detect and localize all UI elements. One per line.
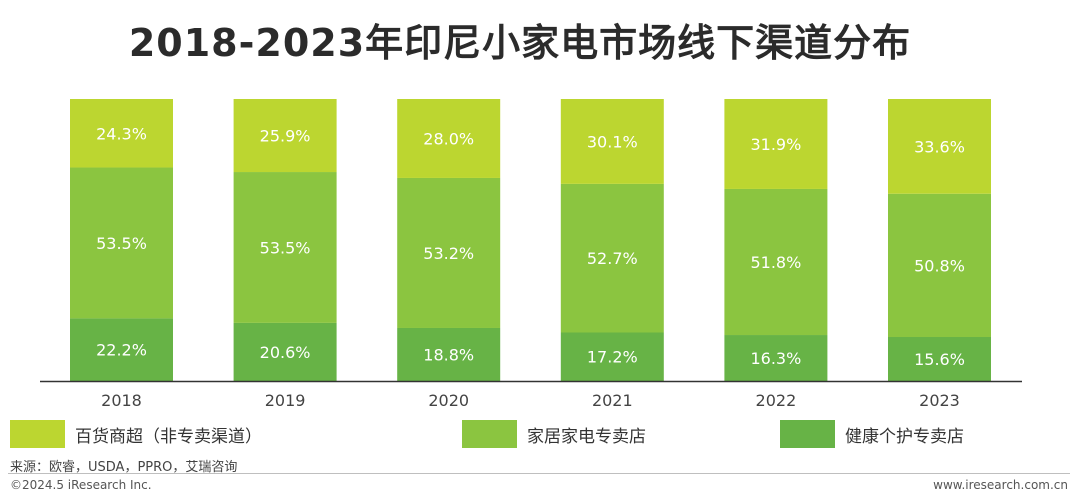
data-label-dept-2021: 30.1% [587, 132, 638, 151]
bar-health-2022 [724, 335, 828, 381]
x-tick-label-2020: 2020 [428, 391, 469, 410]
bar-appliance-2018 [70, 167, 173, 319]
bar-appliance-2021 [560, 183, 664, 333]
legend-swatch-health [780, 420, 835, 448]
footer-divider [8, 473, 1070, 474]
data-label-appliance-2018: 53.5% [96, 234, 147, 253]
bar-dept-2021 [560, 99, 664, 184]
data-label-dept-2018: 24.3% [96, 124, 147, 143]
data-label-health-2021: 17.2% [587, 348, 638, 367]
bar-dept-2022 [724, 99, 828, 189]
data-label-health-2018: 22.2% [96, 341, 147, 360]
x-tick-label-2022: 2022 [756, 391, 797, 410]
copyright-text: ©2024.5 iResearch Inc. [10, 478, 152, 492]
bar-dept-2019 [233, 99, 337, 173]
data-label-appliance-2020: 53.2% [423, 244, 474, 263]
bar-health-2019 [233, 322, 337, 381]
x-tick-label-2019: 2019 [265, 391, 306, 410]
data-label-appliance-2022: 51.8% [750, 253, 801, 272]
stacked-bar-chart: 22.2% 53.5% 24.3% 2018 20.6% 53.5% 25.9% 2019 18… [40, 99, 1022, 410]
x-tick-label-2021: 2021 [592, 391, 633, 410]
bar-health-2018 [70, 318, 173, 381]
legend-label-dept: 百货商超（非专卖渠道） [75, 426, 262, 447]
bar-appliance-2019 [233, 172, 337, 323]
data-label-health-2020: 18.8% [423, 345, 474, 364]
website-text: www.iresearch.com.cn [933, 478, 1068, 492]
legend-item-dept: 百货商超（非专卖渠道） [10, 420, 262, 448]
source-note: 来源：欧睿，USDA，PPRO，艾瑞咨询 [10, 460, 238, 475]
bar-appliance-2022 [724, 188, 828, 336]
data-label-appliance-2021: 52.7% [587, 249, 638, 268]
x-tick-label-2023: 2023 [919, 391, 960, 410]
bar-dept-2023 [888, 99, 991, 194]
legend-label-health: 健康个护专卖店 [845, 426, 964, 447]
data-label-health-2023: 15.6% [914, 350, 965, 369]
data-label-appliance-2023: 50.8% [914, 256, 965, 275]
bar-dept-2020 [397, 99, 501, 178]
bar-health-2021 [560, 332, 664, 381]
data-label-appliance-2019: 53.5% [260, 238, 311, 257]
bar-appliance-2020 [397, 177, 501, 328]
legend-item-health: 健康个护专卖店 [780, 420, 964, 448]
bar-health-2023 [888, 337, 991, 381]
data-label-health-2019: 20.6% [260, 343, 311, 362]
data-label-dept-2019: 25.9% [260, 127, 311, 146]
bar-health-2020 [397, 327, 501, 381]
legend-item-appliance: 家居家电专卖店 [462, 420, 646, 448]
data-label-dept-2022: 31.9% [750, 135, 801, 154]
data-label-dept-2023: 33.6% [914, 137, 965, 156]
bar-dept-2018 [70, 99, 173, 168]
legend-swatch-dept [10, 420, 65, 448]
x-tick-label-2018: 2018 [101, 391, 142, 410]
data-label-dept-2020: 28.0% [423, 129, 474, 148]
chart-title: 2018-2023年印尼小家电市场线下渠道分布 [128, 21, 912, 65]
legend-swatch-appliance [462, 420, 517, 448]
data-label-health-2022: 16.3% [750, 349, 801, 368]
legend-label-appliance: 家居家电专卖店 [527, 426, 646, 447]
bar-appliance-2023 [888, 193, 991, 338]
